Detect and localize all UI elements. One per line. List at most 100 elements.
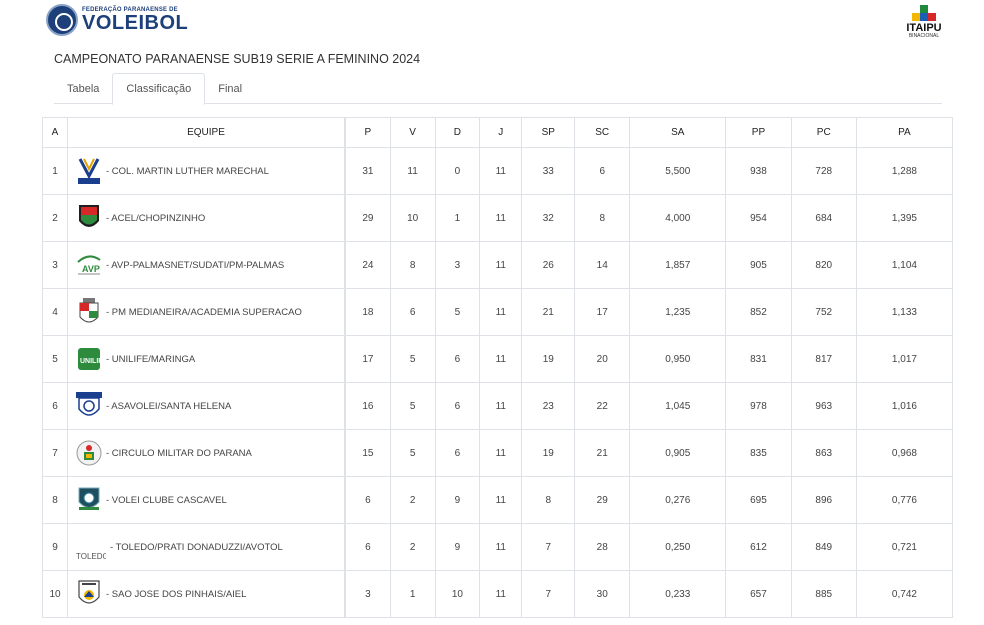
header-j: J [479, 117, 523, 148]
team-cell: UNILIF - UNILIFE/MARINGA [67, 335, 345, 383]
cell-v: 1 [389, 570, 436, 618]
cell-pp: 831 [725, 335, 792, 383]
cell-sp: 32 [521, 194, 576, 242]
cell-sp: 33 [521, 147, 576, 195]
header-position: A [42, 117, 68, 148]
cell-sp: 21 [521, 288, 576, 336]
tab-classificacao[interactable]: Classificação [112, 73, 206, 105]
row-position: 4 [42, 288, 68, 336]
cell-v: 10 [389, 194, 436, 242]
cell-j: 11 [479, 147, 523, 195]
cell-pp: 938 [725, 147, 792, 195]
cell-pp: 954 [725, 194, 792, 242]
cell-sp: 7 [521, 523, 576, 571]
cell-v: 2 [389, 476, 436, 524]
cell-p: 24 [345, 241, 391, 289]
cell-v: 2 [389, 523, 436, 571]
table-row: 3 AVP - AVP-PALMASNET/SUDATI/PM-PALMAS [42, 241, 345, 289]
team-name: - VOLEI CLUBE CASCAVEL [106, 494, 227, 506]
sao-jose-logo-icon [76, 579, 102, 609]
cell-pa: 0,776 [855, 476, 954, 524]
row-position: 6 [42, 382, 68, 430]
cell-v: 5 [389, 382, 436, 430]
cell-p: 18 [345, 288, 391, 336]
table-row: 2 - ACEL/CHOPINZINHO [42, 194, 345, 242]
row-position: 2 [42, 194, 68, 242]
standings-team-table: A EQUIPE 1 - COL. MARTIN LUTHER MARECHAL 2… [42, 117, 345, 618]
cell-pa: 1,288 [855, 147, 954, 195]
cell-pc: 817 [790, 335, 857, 383]
header-d: D [434, 117, 481, 148]
cell-sa: 0,905 [629, 429, 727, 477]
cell-j: 11 [479, 429, 523, 477]
tab-tabela[interactable]: Tabela [67, 82, 100, 95]
team-name: - UNILIFE/MARINGA [106, 353, 196, 365]
team-cell: - COL. MARTIN LUTHER MARECHAL [67, 147, 345, 195]
cascavel-logo-icon [76, 485, 102, 515]
cell-v: 5 [389, 429, 436, 477]
table-row: 17 5 6 11 19 20 0,950 831 817 1,017 [345, 335, 954, 383]
asavolei-logo-icon [76, 391, 102, 421]
cell-d: 5 [434, 288, 481, 336]
sponsor-logo[interactable]: ITAIPU BINACIONAL [898, 5, 950, 40]
cell-pa: 0,721 [855, 523, 954, 571]
cell-pp: 852 [725, 288, 792, 336]
cell-pc: 684 [790, 194, 857, 242]
cell-sc: 20 [574, 335, 631, 383]
cell-v: 11 [389, 147, 436, 195]
header-sp: SP [521, 117, 576, 148]
team-cell: - VOLEI CLUBE CASCAVEL [67, 476, 345, 524]
header-sc: SC [574, 117, 631, 148]
cell-p: 29 [345, 194, 391, 242]
table-row: 18 6 5 11 21 17 1,235 852 752 1,133 [345, 288, 954, 336]
cell-d: 10 [434, 570, 481, 618]
cell-pa: 1,017 [855, 335, 954, 383]
cell-d: 1 [434, 194, 481, 242]
cell-pp: 978 [725, 382, 792, 430]
table-row: 4 - PM MEDIANEIRA/ACADEMIA SUPERACAO [42, 288, 345, 336]
cell-j: 11 [479, 382, 523, 430]
cell-sc: 17 [574, 288, 631, 336]
unilife-logo-icon: UNILIF [76, 344, 103, 374]
cell-pp: 657 [725, 570, 792, 618]
cell-d: 9 [434, 523, 481, 571]
cell-sc: 14 [574, 241, 631, 289]
cell-pp: 905 [725, 241, 792, 289]
cell-pc: 863 [790, 429, 857, 477]
cell-sc: 6 [574, 147, 631, 195]
cell-p: 17 [345, 335, 391, 383]
cell-sa: 0,950 [629, 335, 727, 383]
cell-sp: 19 [521, 429, 576, 477]
cell-pc: 820 [790, 241, 857, 289]
team-cell: AVP - AVP-PALMASNET/SUDATI/PM-PALMAS [67, 241, 345, 289]
cell-sp: 7 [521, 570, 576, 618]
tab-final[interactable]: Final [218, 82, 243, 95]
team-name: - PM MEDIANEIRA/ACADEMIA SUPERACAO [106, 306, 302, 318]
cell-d: 6 [434, 429, 481, 477]
cell-sc: 28 [574, 523, 631, 571]
row-position: 3 [42, 241, 68, 289]
cell-p: 31 [345, 147, 391, 195]
cell-sa: 4,000 [629, 194, 727, 242]
martin-luther-logo-icon [76, 156, 102, 186]
cell-pc: 885 [790, 570, 857, 618]
itaipu-squares-icon [907, 5, 941, 23]
cell-sa: 1,045 [629, 382, 727, 430]
cell-sp: 26 [521, 241, 576, 289]
cell-d: 0 [434, 147, 481, 195]
row-position: 7 [42, 429, 68, 477]
table-row: 16 5 6 11 23 22 1,045 978 963 1,016 [345, 382, 954, 430]
sponsor-name: ITAIPU [906, 22, 942, 34]
cell-pa: 0,742 [855, 570, 954, 618]
team-name: - ASAVOLEI/SANTA HELENA [106, 400, 232, 412]
table-row: 29 10 1 11 32 8 4,000 954 684 1,395 [345, 194, 954, 242]
svg-text:AVP: AVP [82, 264, 100, 274]
federation-logo[interactable]: FEDERAÇÃO PARANAENSE DE VOLEIBOL [46, 4, 188, 36]
cell-j: 11 [479, 523, 523, 571]
table-row: 6 - ASAVOLEI/SANTA HELENA [42, 382, 345, 430]
team-cell: - ACEL/CHOPINZINHO [67, 194, 345, 242]
cell-pp: 612 [725, 523, 792, 571]
broken-image-alt-text: TOLEDO [76, 553, 106, 562]
cell-sp: 23 [521, 382, 576, 430]
row-position: 8 [42, 476, 68, 524]
